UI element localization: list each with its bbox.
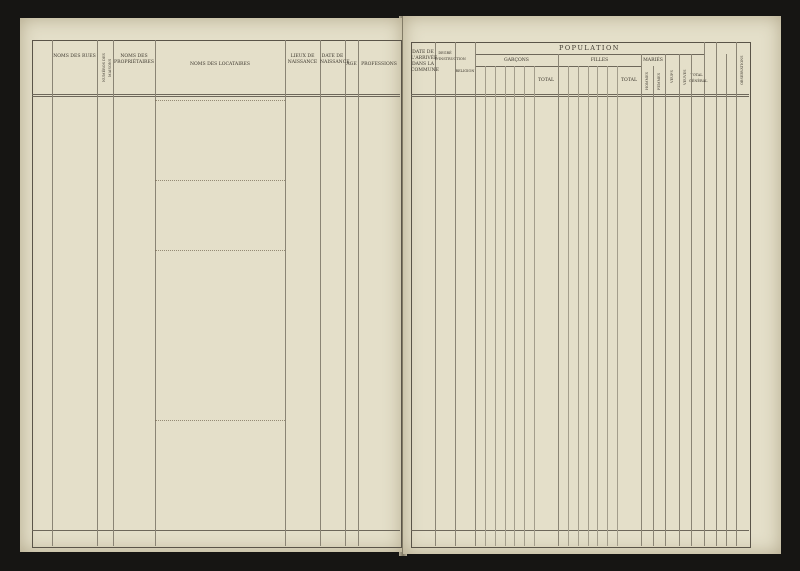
subcolumn-line (587, 66, 589, 546)
handwritten-entry-2 (155, 180, 285, 231)
subcolumn-line (514, 66, 516, 546)
column-line (691, 54, 692, 546)
handwritten-entry-3 (155, 250, 285, 341)
header-married-men: Hommes (645, 71, 649, 91)
subcolumn-line (534, 66, 535, 546)
right-page: Date de l'arrivée dans la commune Degré … (403, 16, 781, 554)
header-widowers: Veufs (670, 70, 674, 84)
header-girls: Filles (590, 58, 609, 63)
header-girls-total: Total (620, 78, 637, 83)
header-grand-total: Total général (689, 73, 708, 83)
header-owners: Noms des propriétaires (114, 54, 154, 65)
subcolumn-line (567, 66, 569, 546)
subcolumn-line (577, 66, 579, 546)
header-widows: Veuves (683, 69, 687, 85)
column-line (726, 54, 727, 546)
header-house-numbers: Numéros des maisons (102, 53, 112, 83)
subcolumn-line (494, 66, 496, 546)
subcolumn-line (597, 66, 599, 546)
header-arrival-date: Date de l'arrivée dans la commune (411, 50, 439, 73)
header-age: Age (346, 62, 357, 67)
subcolumn-line (524, 66, 526, 546)
left-page: Noms des rues Numéros des maisons Noms d… (20, 18, 402, 552)
subcolumn-line (607, 66, 609, 546)
handwritten-entry-1 (155, 100, 285, 141)
subcolumn-line (484, 66, 486, 546)
left-table-frame (32, 40, 402, 548)
header-married-women: Femmes (657, 72, 661, 90)
right-table-frame (411, 42, 751, 548)
header-population: POPULATION (558, 44, 620, 52)
header-religion: Religion (455, 69, 475, 73)
column-line (653, 66, 654, 546)
subcolumn-line (617, 66, 618, 546)
header-birthdate: Date de naissance (320, 54, 350, 65)
header-boys-total: Total (537, 78, 554, 83)
header-professions: Professions (361, 62, 397, 67)
header-birthplace: Lieux de naissance (287, 54, 318, 65)
header-boys: Garçons (504, 58, 529, 63)
header-married: Mariés (643, 58, 663, 63)
handwritten-entry-4 (155, 420, 285, 461)
header-street-names: Noms des rues (53, 54, 96, 59)
header-observations: Observations (740, 55, 744, 85)
subcolumn-line (504, 66, 506, 546)
header-instruction: Degré d'instruction (435, 51, 466, 61)
header-tenants: Noms des locataires (189, 62, 251, 67)
